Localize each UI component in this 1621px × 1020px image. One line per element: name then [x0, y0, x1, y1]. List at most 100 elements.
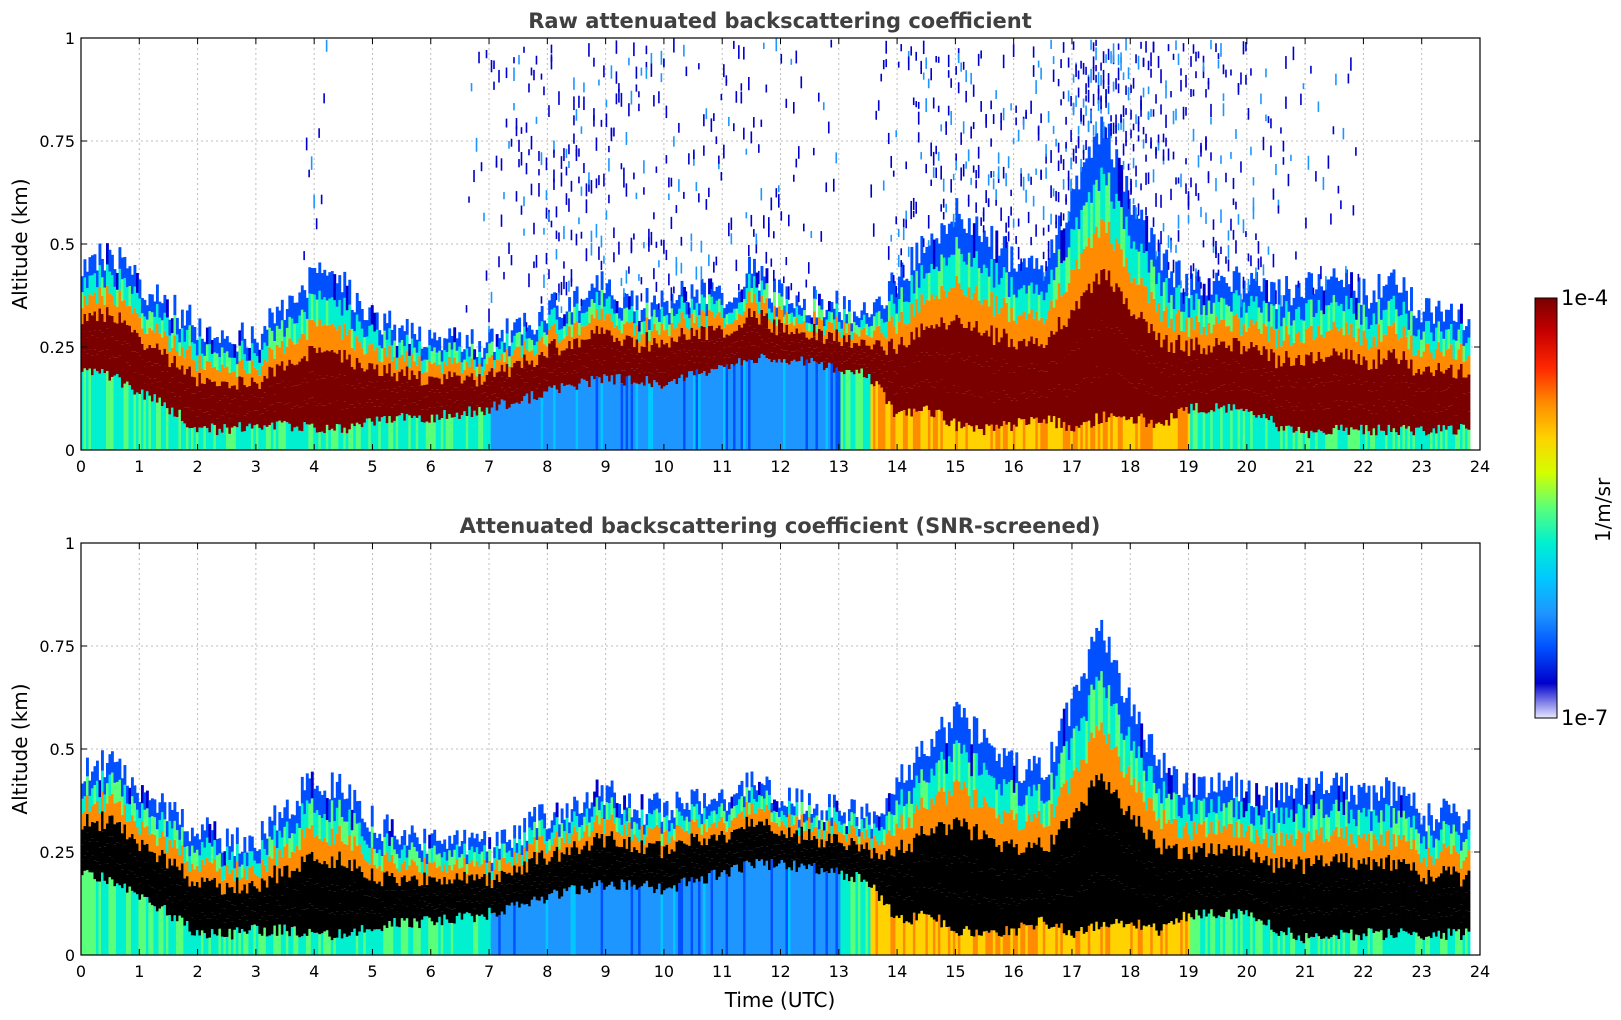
heatmap-cell: [333, 352, 337, 379]
heatmap-cell: [1345, 427, 1348, 450]
heatmap-cell: [1345, 322, 1348, 349]
heatmap-cell: [1002, 390, 1006, 422]
heatmap-cell: [867, 355, 871, 365]
heatmap-cell: [1095, 319, 1099, 367]
heatmap-cell: [1250, 342, 1254, 366]
heatmap-cell: [847, 323, 851, 336]
heatmap-cell: [308, 372, 312, 399]
heatmap-cell: [675, 342, 679, 357]
heatmap-cell: [910, 246, 914, 276]
heatmap-cell: [1212, 302, 1216, 325]
heatmap-cell: [665, 300, 669, 315]
heatmap-cell: [713, 304, 716, 318]
heatmap-cell: [1427, 366, 1431, 389]
heatmap-cell: [1430, 412, 1433, 433]
heatmap-cell: [623, 385, 627, 450]
heatmap-cell: [952, 353, 956, 386]
heatmap-cell: [338, 374, 342, 400]
heatmap-cell: [325, 300, 329, 326]
heatmap-cell: [343, 271, 347, 298]
heatmap-cell: [760, 324, 764, 340]
noise-speck: [568, 161, 570, 168]
heatmap-cell: [283, 319, 287, 337]
heatmap-cell: [1285, 375, 1289, 401]
heatmap-cell: [1190, 273, 1194, 296]
heatmap-cell: [315, 352, 319, 380]
heatmap-cell: [1392, 401, 1396, 429]
heatmap-cell: [800, 324, 804, 333]
heatmap-cell: [300, 285, 304, 310]
noise-speck: [1067, 176, 1070, 191]
heatmap-cell: [713, 343, 716, 357]
heatmap-cell: [180, 309, 184, 329]
heatmap-cell: [1277, 406, 1281, 432]
heatmap-cell: [1460, 343, 1463, 364]
heatmap-cell: [363, 320, 367, 338]
heatmap-cell: [753, 276, 756, 294]
noise-speck: [915, 201, 918, 214]
heatmap-cell: [1430, 372, 1433, 393]
heatmap-cell: [760, 353, 764, 450]
noise-speck: [618, 241, 620, 255]
heatmap-cell: [1117, 200, 1121, 245]
heatmap-cell: [513, 362, 517, 377]
noise-speck: [1135, 114, 1137, 125]
heatmap-cell: [508, 346, 512, 357]
heatmap-cell: [870, 360, 874, 373]
noise-speck: [1242, 41, 1245, 55]
noise-speck: [608, 158, 610, 172]
heatmap-cell: [265, 362, 269, 379]
heatmap-cell: [1045, 318, 1049, 345]
heatmap-cell: [453, 387, 457, 403]
heatmap-cell: [1382, 430, 1386, 450]
heatmap-cell: [150, 347, 154, 366]
heatmap-cell: [350, 404, 354, 424]
heatmap-cell: [860, 320, 864, 330]
heatmap-cell: [1447, 348, 1451, 368]
noise-speck: [1155, 251, 1157, 260]
heatmap-cell: [952, 320, 956, 354]
heatmap-cell: [595, 325, 599, 343]
heatmap-cell: [580, 339, 584, 353]
heatmap-cell: [790, 312, 794, 323]
noise-speck: [1135, 179, 1137, 188]
heatmap-cell: [1142, 318, 1146, 352]
heatmap-cell: [1067, 318, 1071, 355]
noise-speck: [510, 255, 513, 266]
heatmap-cell: [290, 341, 294, 364]
heatmap-cell: [910, 359, 914, 389]
heatmap-cell: [1170, 389, 1174, 414]
noise-speck: [635, 66, 638, 79]
heatmap-cell: [418, 326, 422, 342]
noise-speck: [1105, 54, 1107, 63]
heatmap-cell: [1367, 431, 1371, 450]
heatmap-cell: [820, 341, 824, 352]
heatmap-cell: [573, 322, 577, 339]
heatmap-cell: [638, 352, 641, 364]
heatmap-cell: [685, 327, 689, 340]
heatmap-cell: [1310, 352, 1314, 379]
heatmap-cell: [1442, 356, 1446, 374]
heatmap-cell: [1385, 435, 1388, 450]
noise-speck: [548, 269, 550, 280]
heatmap-cell: [1230, 390, 1234, 411]
heatmap-cell: [1382, 334, 1386, 359]
noise-speck: [1075, 155, 1077, 164]
heatmap-cell: [1115, 238, 1119, 284]
noise-speck: [987, 198, 990, 206]
noise-speck: [972, 165, 975, 173]
heatmap-cell: [975, 251, 979, 287]
heatmap-cell: [1427, 343, 1431, 367]
heatmap-cell: [298, 361, 302, 385]
heatmap-cell: [635, 324, 639, 340]
x-tick-label: 3: [251, 457, 261, 476]
heatmap-cell: [1147, 393, 1151, 424]
noise-speck: [997, 166, 1000, 179]
heatmap-cell: [835, 329, 839, 343]
heatmap-cell: [1205, 354, 1209, 375]
heatmap-cell: [965, 359, 969, 392]
heatmap-cell: [980, 335, 984, 367]
heatmap-cell: [700, 326, 704, 342]
heatmap-cell: [498, 360, 502, 372]
heatmap-cell: [125, 306, 129, 325]
